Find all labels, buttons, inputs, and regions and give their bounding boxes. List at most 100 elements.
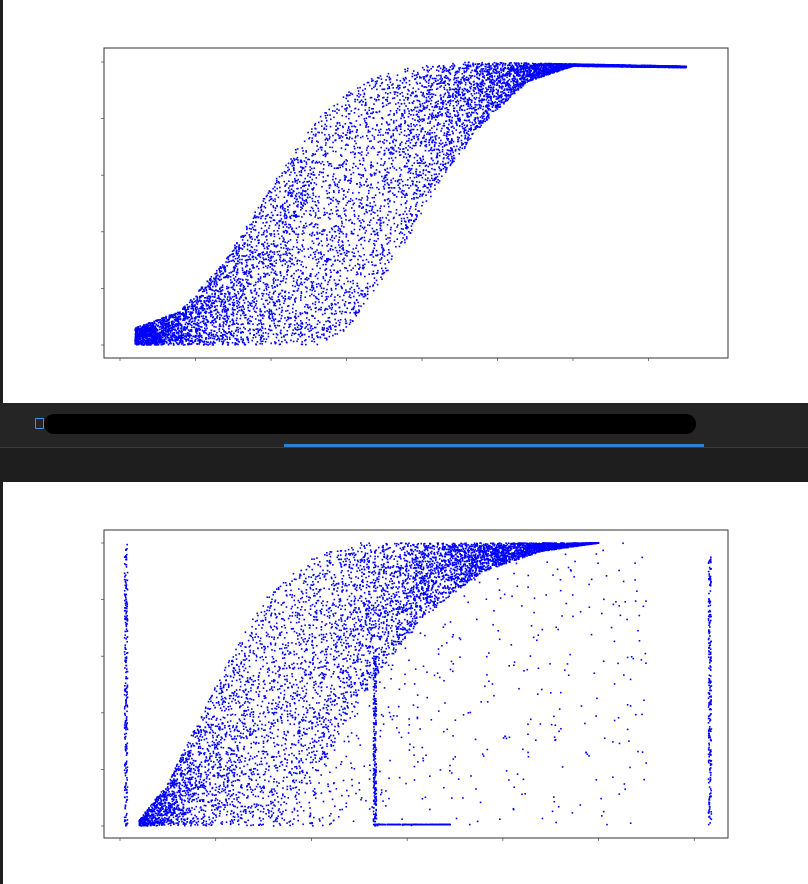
scatter-point — [262, 340, 264, 343]
scatter-point — [333, 116, 335, 119]
scatter-point — [224, 296, 226, 298]
scatter-point — [241, 263, 243, 265]
scatter-point — [378, 218, 381, 221]
scatter-point — [410, 113, 412, 116]
scatter-point — [347, 113, 350, 115]
scatter-point — [220, 302, 223, 304]
scatter-point — [205, 338, 207, 341]
scatter-point — [178, 313, 180, 315]
scatter-point — [485, 63, 488, 66]
scatter-point — [268, 274, 271, 276]
scatter-point — [366, 123, 368, 126]
scatter-point — [210, 278, 212, 281]
scatter-point — [165, 341, 168, 343]
scatter-point — [338, 109, 340, 111]
scatter-point — [272, 255, 274, 258]
scatter-point — [323, 333, 325, 335]
scatter-point — [293, 333, 296, 335]
scatter-point — [423, 102, 426, 104]
scatter-point — [203, 308, 206, 310]
scatter-point — [443, 81, 446, 83]
scatter-point — [255, 332, 258, 335]
scatter-point — [205, 312, 207, 315]
scatter-point — [181, 337, 183, 339]
scatter-point — [334, 184, 337, 187]
scatter-point — [290, 228, 293, 231]
scatter-point — [204, 327, 206, 330]
scatter-point — [413, 198, 415, 200]
scatter-point — [428, 108, 431, 111]
scatter-point — [317, 210, 320, 212]
scatter-point — [435, 181, 438, 183]
scatter-point — [364, 98, 367, 101]
scatter-point — [479, 70, 481, 73]
scatter-point — [371, 134, 374, 137]
scatter-point — [270, 255, 273, 258]
scatter-point — [374, 244, 376, 247]
scatter-point — [193, 300, 196, 303]
scatter-point — [291, 230, 294, 233]
scatter-point — [549, 72, 552, 75]
scatter-point — [486, 106, 488, 108]
scatter-point — [287, 169, 289, 172]
scatter-point — [300, 263, 302, 266]
scatter-point — [306, 304, 309, 306]
scatter-point — [316, 335, 318, 337]
scatter-point — [292, 246, 295, 248]
scatter-point — [493, 82, 495, 85]
scatter-point — [425, 93, 428, 95]
scatter-point — [317, 207, 319, 210]
scatter-point — [211, 305, 214, 308]
scatter-point — [236, 254, 238, 256]
scatter-point — [307, 256, 310, 258]
scatter-point — [268, 199, 271, 202]
scatter-point — [372, 165, 374, 168]
scatter-point — [383, 88, 386, 90]
scatter-point — [323, 211, 326, 214]
scatter-point — [282, 206, 284, 209]
scatter-point — [357, 173, 360, 175]
scatter-point — [304, 177, 307, 180]
scatter-point — [184, 306, 187, 309]
scatter-point — [345, 267, 348, 270]
scatter-point — [238, 301, 241, 304]
scatter-point — [251, 305, 253, 307]
scatter-point — [467, 116, 469, 118]
scatter-point — [286, 316, 289, 319]
scatter-point — [228, 315, 230, 318]
scatter-point — [415, 153, 417, 156]
scatter-point — [317, 293, 320, 296]
scatter-point — [535, 66, 537, 68]
scatter-point — [291, 214, 293, 217]
scatter-point — [326, 260, 329, 263]
scatter-point — [341, 231, 343, 233]
scatter-point — [227, 318, 230, 320]
scatter-point — [266, 231, 268, 233]
scatter-point — [230, 286, 233, 289]
scatter-point — [215, 308, 217, 311]
scatter-point — [290, 161, 293, 163]
scatter-point — [293, 219, 296, 222]
scatter-point — [324, 279, 327, 282]
scatter-point — [376, 96, 379, 98]
scatter-point — [346, 277, 348, 280]
scatter-point — [299, 313, 302, 316]
scatter-point — [403, 109, 406, 111]
scatter-point — [173, 316, 176, 319]
scatter-point — [349, 132, 351, 135]
scatter-point — [160, 317, 163, 320]
scatter-point — [468, 81, 471, 83]
scatter-point — [439, 94, 442, 97]
scatter-point — [452, 105, 455, 107]
scatter-point — [407, 139, 410, 142]
scatter-point — [386, 253, 389, 256]
scatter-point — [491, 102, 493, 105]
scatter-point — [260, 340, 262, 343]
scatter-point — [535, 66, 538, 69]
scatter-point — [275, 245, 277, 248]
scatter-point — [372, 107, 375, 110]
scatter-point — [333, 104, 335, 107]
scatter-point — [284, 185, 286, 187]
scatter-point — [404, 241, 406, 244]
scatter-point — [254, 336, 257, 338]
